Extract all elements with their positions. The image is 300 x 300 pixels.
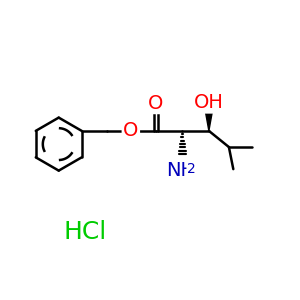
Text: NH: NH — [167, 161, 195, 180]
Text: O: O — [123, 122, 139, 140]
Text: O: O — [148, 94, 164, 113]
Text: OH: OH — [194, 93, 224, 112]
Text: HCl: HCl — [64, 220, 107, 244]
Polygon shape — [205, 108, 213, 131]
Text: 2: 2 — [187, 162, 196, 176]
